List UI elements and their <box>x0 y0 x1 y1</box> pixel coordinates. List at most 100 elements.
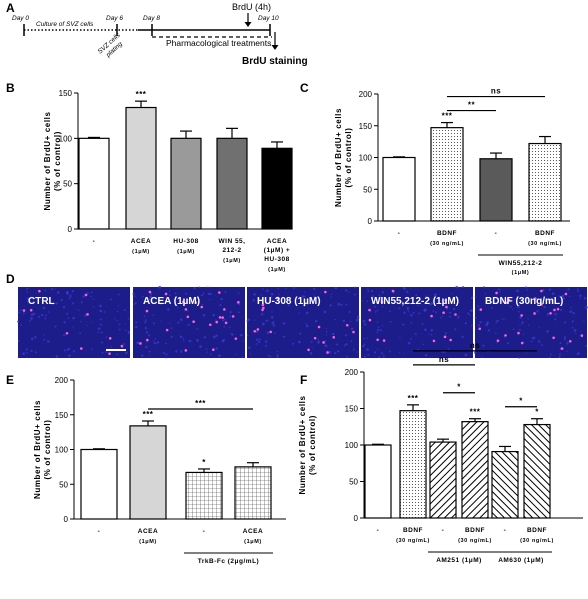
nucleus-dot <box>117 305 119 307</box>
bar <box>528 142 562 222</box>
group-label: AM630 (1μM) <box>498 557 544 564</box>
category-label: - <box>398 230 401 237</box>
brdu-cell-dot <box>352 330 355 334</box>
day-10-label: Day 10 <box>258 15 279 22</box>
nucleus-dot <box>266 331 270 335</box>
bar <box>185 471 223 520</box>
nucleus-dot <box>441 315 444 317</box>
nucleus-dot <box>158 285 162 289</box>
brdu-cell-dot <box>564 292 568 296</box>
brdu-cell-dot <box>496 339 500 343</box>
brdu-cell-dot <box>120 344 124 348</box>
nucleus-dot <box>380 297 383 301</box>
nucleus-dot <box>175 303 178 306</box>
category-label: BDNF <box>527 527 547 534</box>
nucleus-dot <box>38 315 41 318</box>
nucleus-dot <box>30 313 34 316</box>
nucleus-dot <box>68 354 71 357</box>
nucleus-dot <box>449 311 452 314</box>
nucleus-dot <box>148 298 151 300</box>
nucleus-dot <box>496 341 498 344</box>
brdu-arrow-head <box>244 22 252 27</box>
nucleus-dot <box>260 312 264 316</box>
nucleus-dot <box>577 352 580 355</box>
nucleus-dot <box>376 331 379 333</box>
nucleus-dot <box>452 297 456 301</box>
bar <box>364 444 392 519</box>
nucleus-dot <box>573 328 577 332</box>
y-tick-label: 0 <box>354 514 359 523</box>
category-label: BDNF <box>403 527 423 534</box>
nucleus-dot <box>563 336 567 339</box>
category-label: - <box>504 527 507 534</box>
nucleus-dot <box>340 303 343 306</box>
brdu-cell-dot <box>148 290 152 294</box>
nucleus-dot <box>170 335 173 339</box>
nucleus-dot <box>344 334 348 337</box>
nucleus-dot <box>536 310 539 313</box>
brdu-cell-dot <box>432 339 436 343</box>
nucleus-dot <box>125 351 128 355</box>
nucleus-dot <box>133 295 136 298</box>
nucleus-dot <box>177 321 180 324</box>
nucleus-dot <box>55 302 58 305</box>
nucleus-dot <box>305 311 309 315</box>
nucleus-dot <box>440 317 442 319</box>
category-unit: (1μM) <box>244 539 262 545</box>
nucleus-dot <box>531 337 534 340</box>
nucleus-dot <box>93 298 95 300</box>
bar <box>523 423 551 519</box>
brdu-cell-dot <box>549 311 552 315</box>
brdu-cell-dot <box>443 335 447 339</box>
panel-label-f: F <box>300 373 307 387</box>
nucleus-dot <box>402 323 405 326</box>
nucleus-dot <box>303 291 306 294</box>
nucleus-dot <box>223 318 226 321</box>
nucleus-dot <box>285 287 287 290</box>
nucleus-dot <box>366 348 369 351</box>
nucleus-dot <box>54 325 57 328</box>
category-unit: (30 ng/mL) <box>396 538 430 544</box>
nucleus-dot <box>255 343 258 345</box>
comparison-label: * <box>457 383 461 392</box>
comparison-label: ns <box>439 355 449 364</box>
nucleus-dot <box>150 292 153 295</box>
nucleus-dot <box>144 327 147 330</box>
nucleus-dot <box>91 321 93 323</box>
y-tick-label: 0 <box>68 225 73 234</box>
nucleus-dot <box>434 311 437 314</box>
bar <box>170 137 202 230</box>
y-tick-label: 0 <box>368 217 373 226</box>
brdu-cell-dot <box>38 289 41 293</box>
nucleus-dot <box>124 309 126 312</box>
nucleus-dot <box>90 295 92 298</box>
nucleus-dot <box>71 290 74 293</box>
nucleus-dot <box>271 311 273 313</box>
nucleus-dot <box>298 312 300 314</box>
nucleus-dot <box>458 315 460 317</box>
nucleus-dot <box>336 350 340 353</box>
nucleus-dot <box>379 329 382 332</box>
nucleus-dot <box>464 322 467 325</box>
nucleus-dot <box>135 325 138 329</box>
nucleus-dot <box>29 320 32 322</box>
treatment-text: Pharmacological treatments <box>166 38 271 48</box>
nucleus-dot <box>202 313 206 317</box>
nucleus-dot <box>353 293 356 296</box>
nucleus-dot <box>563 321 567 324</box>
brdu-cell-dot <box>507 298 511 302</box>
nucleus-dot <box>542 288 545 292</box>
nucleus-dot <box>331 333 334 336</box>
nucleus-dot <box>512 308 514 311</box>
brdu-cell-dot <box>139 342 142 345</box>
bar <box>461 421 489 519</box>
micrograph-label: ACEA (1µM) <box>143 296 200 307</box>
micrograph-label: WIN55,212-2 (1µM) <box>371 296 459 307</box>
nucleus-dot <box>174 292 177 295</box>
category-unit: (1μM) <box>268 267 286 273</box>
nucleus-dot <box>512 328 515 331</box>
nucleus-dot <box>566 340 568 342</box>
nucleus-dot <box>26 297 29 300</box>
group-label: AM251 (1μM) <box>436 557 482 564</box>
nucleus-dot <box>176 306 179 308</box>
